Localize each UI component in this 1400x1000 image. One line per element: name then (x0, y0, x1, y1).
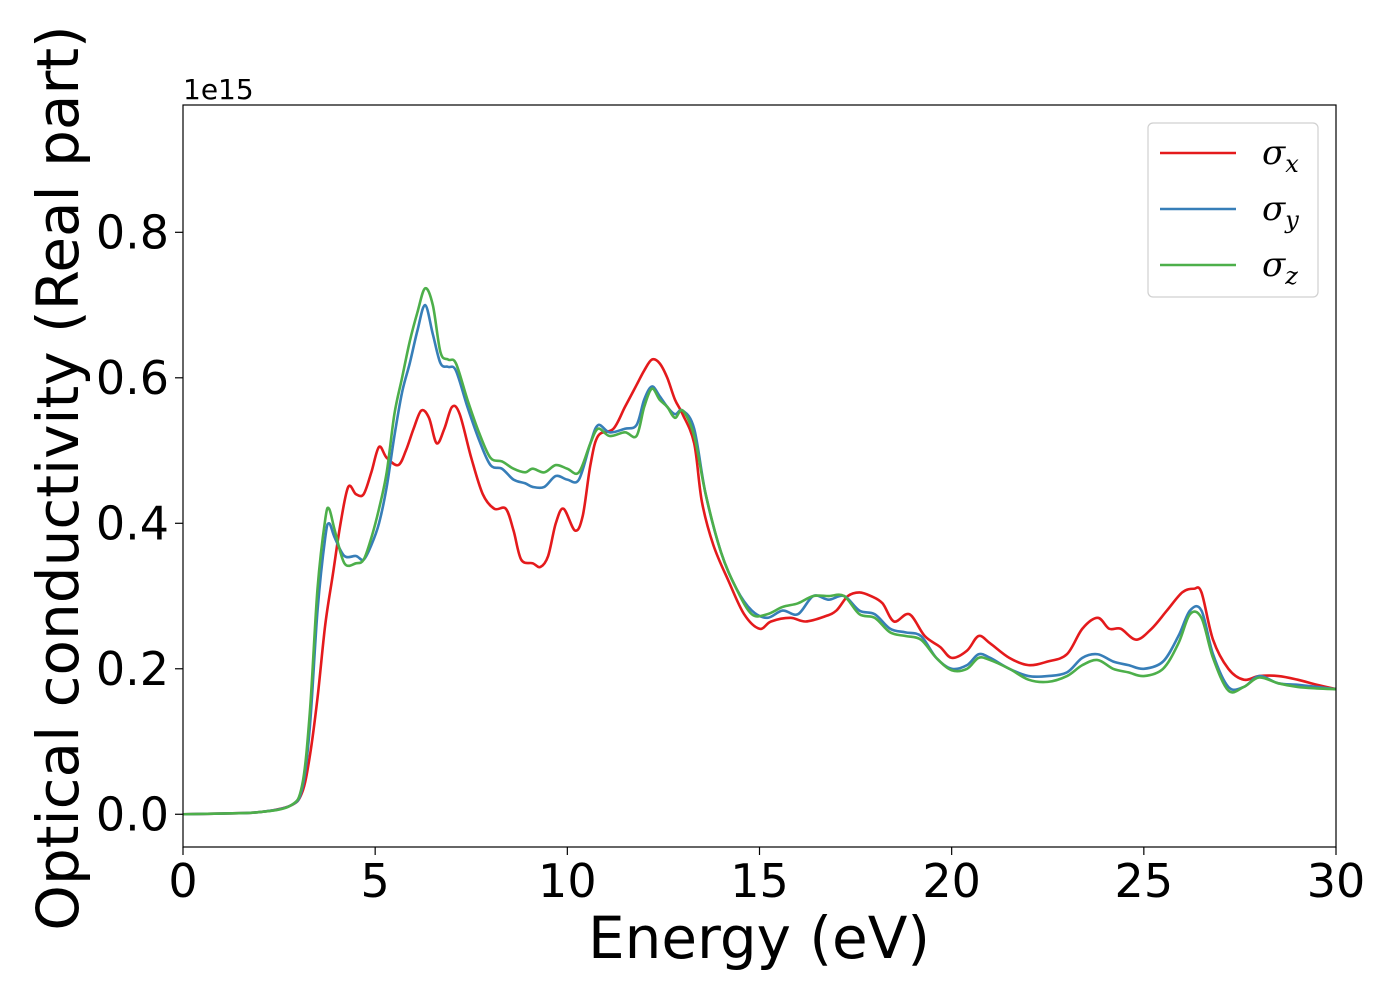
y-tick-label: 0.6 (96, 351, 169, 405)
legend-label-z: σz (1262, 245, 1298, 290)
x-tick-label: 10 (538, 854, 597, 908)
legend-label-x: σx (1262, 133, 1299, 178)
y-axis: 0.0 0.2 0.4 0.6 0.8 (96, 205, 183, 841)
x-tick-label: 20 (922, 854, 981, 908)
x-tick-label: 30 (1307, 854, 1366, 908)
series-line-z (183, 286, 1336, 816)
y-tick-label: 0.8 (96, 205, 169, 259)
legend: σx σy σz (1147, 122, 1319, 298)
series-layer (183, 286, 1336, 816)
x-tick-label: 0 (168, 854, 197, 908)
y-tick-label: 0.2 (96, 642, 169, 696)
y-axis-title: Optical conductivity (Real part) (24, 25, 92, 930)
y-tick-label: 0.4 (96, 496, 169, 550)
y-tick-label: 0.0 (96, 787, 169, 841)
x-axis-title: Energy (eV) (588, 904, 930, 972)
x-tick-label: 15 (730, 854, 789, 908)
x-axis: 0 5 10 15 20 25 30 (168, 847, 1365, 908)
legend-label-y: σy (1262, 189, 1299, 234)
y-offset-text: 1e15 (183, 73, 254, 106)
x-tick-label: 5 (361, 854, 390, 908)
x-tick-label: 25 (1115, 854, 1174, 908)
